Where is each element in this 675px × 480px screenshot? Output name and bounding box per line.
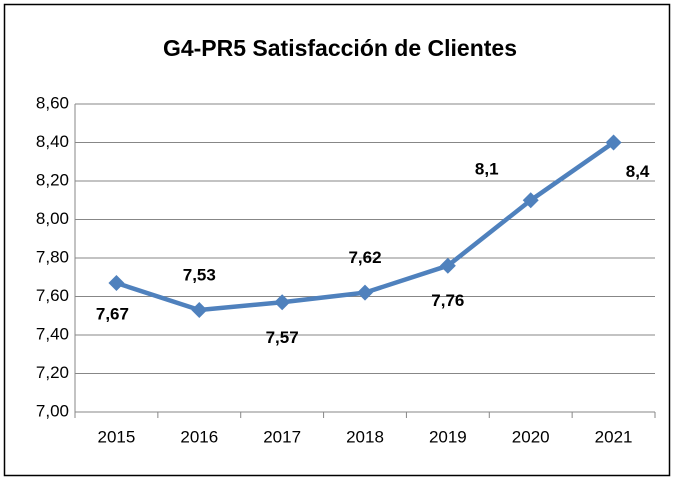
y-tick-label: 7,00 (36, 401, 69, 420)
chart-frame (3, 3, 671, 477)
data-point (357, 284, 373, 301)
data-label: 8,4 (626, 162, 650, 181)
y-tick-label: 8,20 (36, 170, 69, 189)
data-point (191, 301, 208, 318)
y-tick-label: 7,60 (36, 286, 69, 305)
y-tick-label: 7,80 (36, 247, 69, 266)
y-tick-label: 7,20 (36, 363, 69, 382)
x-tick-label: 2017 (263, 427, 301, 446)
data-point (274, 294, 291, 311)
data-label: 7,76 (431, 291, 464, 310)
data-label: 7,53 (183, 265, 216, 284)
x-tick-label: 2020 (512, 427, 550, 446)
data-point (108, 275, 125, 292)
data-label: 8,1 (475, 160, 499, 179)
data-label: 7,67 (96, 305, 129, 324)
y-tick-label: 8,00 (36, 209, 69, 228)
x-tick-label: 2018 (346, 427, 384, 446)
data-point (605, 134, 622, 151)
x-tick-label: 2019 (429, 427, 467, 446)
data-point (522, 192, 539, 209)
data-label: 7,62 (348, 248, 381, 267)
y-tick-label: 8,40 (36, 132, 69, 151)
chart-title: G4-PR5 Satisfacción de Clientes (163, 35, 517, 61)
y-tick-label: 7,40 (36, 324, 69, 343)
y-tick-label: 8,60 (36, 93, 69, 112)
data-point (439, 257, 456, 274)
data-label: 7,57 (266, 328, 299, 347)
x-tick-label: 2016 (180, 427, 218, 446)
x-tick-label: 2015 (98, 427, 136, 446)
x-tick-label: 2021 (595, 427, 633, 446)
